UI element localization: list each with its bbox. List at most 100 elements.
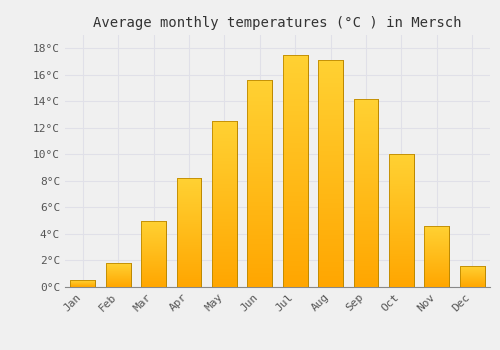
Bar — [141, 280, 166, 281]
Bar — [248, 113, 272, 115]
Bar — [212, 151, 237, 153]
Bar — [212, 265, 237, 267]
Bar — [176, 238, 202, 239]
Bar — [389, 205, 414, 206]
Bar — [318, 101, 343, 103]
Bar — [424, 226, 450, 227]
Bar — [283, 264, 308, 266]
Bar — [424, 255, 450, 256]
Bar — [318, 260, 343, 262]
Bar — [248, 167, 272, 169]
Bar — [354, 104, 378, 106]
Bar — [248, 109, 272, 111]
Bar — [176, 225, 202, 226]
Bar — [389, 174, 414, 176]
Bar — [176, 251, 202, 252]
Bar — [248, 233, 272, 235]
Bar — [176, 230, 202, 232]
Bar — [212, 194, 237, 196]
Bar — [283, 143, 308, 145]
Bar — [141, 251, 166, 252]
Bar — [176, 218, 202, 219]
Bar — [318, 60, 343, 287]
Bar — [212, 191, 237, 192]
Bar — [141, 242, 166, 243]
Bar — [283, 245, 308, 247]
Bar — [389, 276, 414, 278]
Bar — [283, 183, 308, 185]
Bar — [354, 110, 378, 112]
Bar — [141, 237, 166, 238]
Bar — [389, 257, 414, 258]
Bar — [424, 277, 450, 278]
Bar — [424, 246, 450, 247]
Bar — [424, 226, 450, 287]
Bar — [318, 65, 343, 67]
Bar — [176, 273, 202, 274]
Bar — [283, 78, 308, 80]
Bar — [318, 269, 343, 271]
Bar — [212, 177, 237, 179]
Bar — [389, 258, 414, 259]
Bar — [460, 266, 484, 287]
Bar — [176, 212, 202, 213]
Bar — [141, 282, 166, 283]
Bar — [248, 180, 272, 182]
Bar — [354, 223, 378, 225]
Bar — [389, 197, 414, 198]
Bar — [318, 106, 343, 108]
Bar — [176, 183, 202, 184]
Bar — [318, 112, 343, 115]
Bar — [176, 206, 202, 208]
Bar — [212, 166, 237, 168]
Bar — [424, 229, 450, 230]
Bar — [212, 169, 237, 171]
Bar — [318, 142, 343, 144]
Bar — [212, 197, 237, 199]
Bar — [176, 210, 202, 211]
Bar — [389, 160, 414, 161]
Bar — [248, 161, 272, 163]
Bar — [176, 213, 202, 214]
Bar — [212, 206, 237, 208]
Bar — [248, 219, 272, 221]
Bar — [283, 55, 308, 287]
Bar — [354, 153, 378, 155]
Bar — [354, 240, 378, 242]
Bar — [389, 240, 414, 242]
Bar — [389, 201, 414, 202]
Bar — [354, 244, 378, 246]
Bar — [389, 156, 414, 157]
Bar — [212, 141, 237, 143]
Bar — [283, 125, 308, 127]
Bar — [318, 203, 343, 205]
Bar — [212, 229, 237, 231]
Bar — [354, 253, 378, 255]
Bar — [389, 221, 414, 222]
Bar — [354, 119, 378, 121]
Bar — [318, 219, 343, 221]
Bar — [424, 267, 450, 268]
Bar — [318, 124, 343, 126]
Bar — [283, 57, 308, 60]
Bar — [248, 200, 272, 202]
Bar — [212, 134, 237, 136]
Bar — [424, 250, 450, 251]
Bar — [460, 266, 484, 287]
Bar — [283, 106, 308, 108]
Bar — [141, 266, 166, 267]
Bar — [141, 286, 166, 287]
Bar — [248, 273, 272, 275]
Bar — [212, 277, 237, 279]
Bar — [176, 196, 202, 197]
Bar — [248, 244, 272, 246]
Bar — [212, 226, 237, 227]
Bar — [248, 241, 272, 244]
Bar — [354, 268, 378, 270]
Bar — [141, 252, 166, 253]
Bar — [248, 148, 272, 150]
Bar — [389, 265, 414, 266]
Bar — [176, 186, 202, 187]
Bar — [176, 244, 202, 245]
Bar — [283, 71, 308, 74]
